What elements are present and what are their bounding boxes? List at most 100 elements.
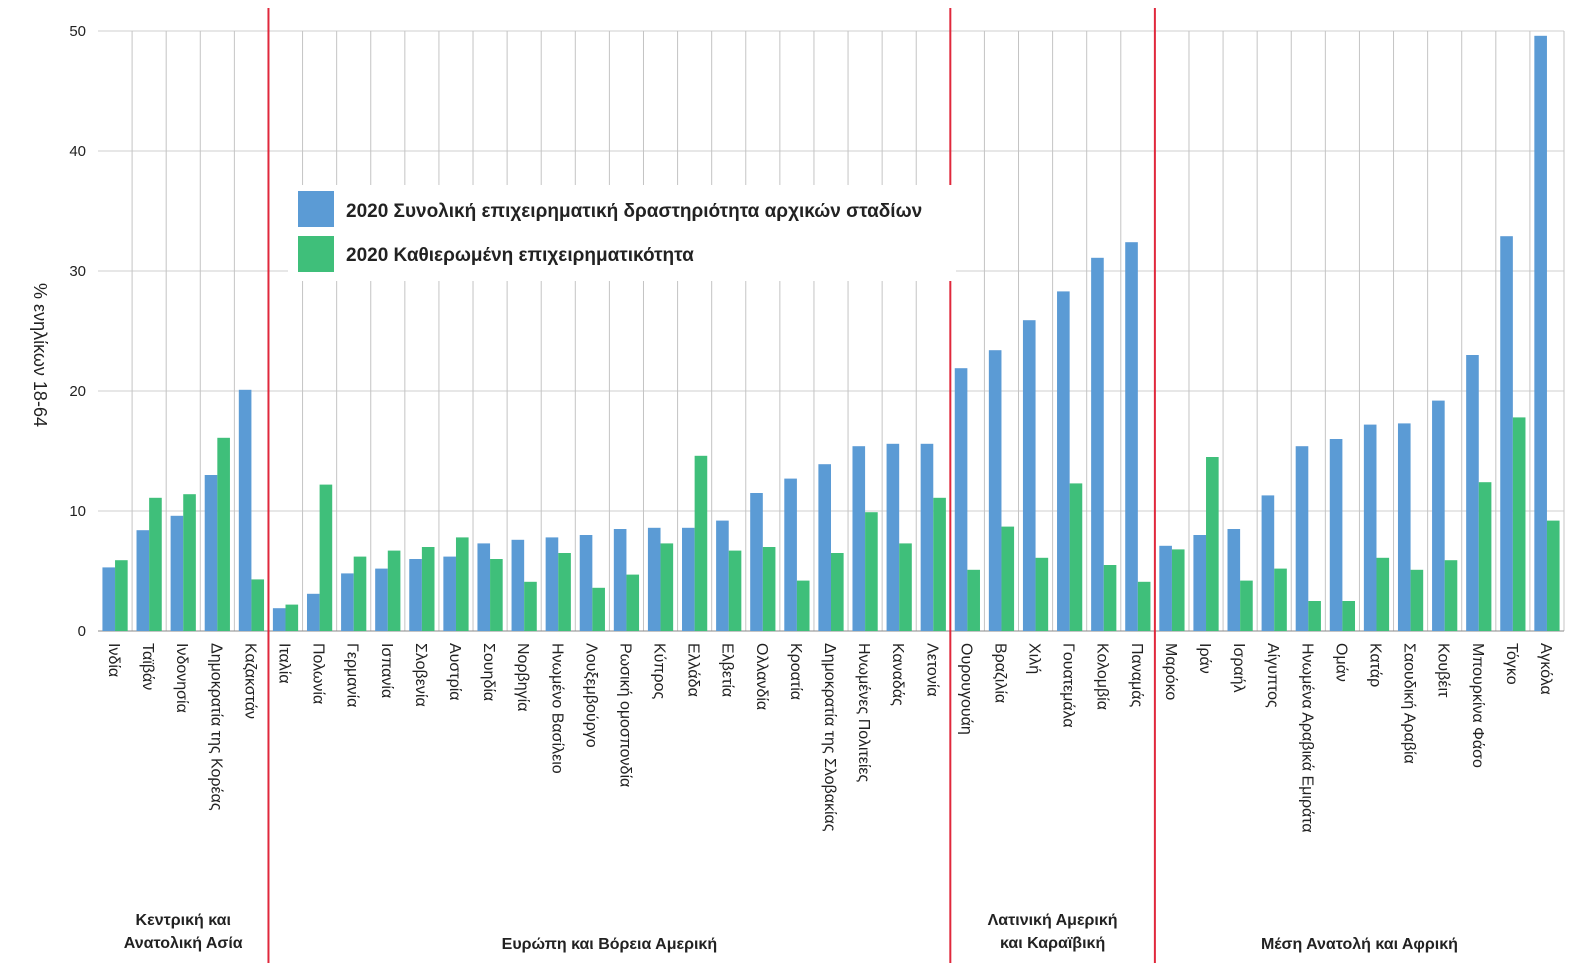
bar-tea <box>1432 400 1445 631</box>
region-label: Ανατολική Ασία <box>124 935 243 952</box>
bar-ebo <box>183 494 196 631</box>
bar-ebo <box>149 497 162 631</box>
bar-tea <box>750 493 763 631</box>
x-tick-label: Νορβηγία <box>514 643 531 711</box>
bar-ebo <box>1069 483 1083 631</box>
x-tick-label: Αίγυπτος <box>1264 643 1281 708</box>
bar-tea <box>204 475 218 631</box>
bar-ebo <box>728 550 742 631</box>
bar-tea <box>272 608 286 631</box>
x-tick-label: Αυστρία <box>446 643 463 701</box>
bar-tea <box>136 530 150 631</box>
x-tick-label: Ιράν <box>1196 643 1213 674</box>
region-label: Κεντρική και <box>136 912 231 929</box>
x-tick-label: Ομάν <box>1332 643 1349 682</box>
bar-tea <box>579 535 593 631</box>
x-tick-label: Παναμάς <box>1128 643 1145 708</box>
bar-ebo <box>319 484 333 631</box>
x-tick-label: Βραζιλία <box>991 643 1008 703</box>
bar-ebo <box>455 537 469 631</box>
x-tick-label: Κύπρος <box>651 643 668 699</box>
bar-tea <box>170 515 184 631</box>
y-tick-label: 20 <box>69 383 86 400</box>
bar-ebo <box>558 553 571 631</box>
bar-tea <box>1227 529 1241 631</box>
legend-background <box>288 185 956 281</box>
bar-ebo <box>1478 482 1492 631</box>
x-tick-label: Πολωνία <box>310 643 327 704</box>
bar-ebo <box>1274 568 1287 631</box>
x-tick-label: Τόγκο <box>1503 643 1520 685</box>
region-labels: Κεντρική και Ανατολική Ασία Ευρώπη και Βόρ… <box>124 912 1458 953</box>
bar-ebo <box>1240 580 1253 631</box>
bar-ebo <box>524 581 537 631</box>
bar-ebo <box>217 437 230 631</box>
bar-tea <box>784 478 797 631</box>
bar-tea <box>1193 535 1207 631</box>
x-tick-label: Ταϊβάν <box>139 643 156 690</box>
legend-label-ebo: 2020 Καθιερωμένη επιχειρηματικότητα <box>346 245 694 266</box>
bar-ebo <box>1342 601 1356 631</box>
bar-tea <box>988 350 1002 631</box>
x-axis: Ινδία Ταϊβάν Ινδονησία Δημοκρατία της Κορέα… <box>105 643 1554 833</box>
x-tick-label: Ρωσική ομοσπονδία <box>616 643 633 787</box>
x-tick-label: Λετονία <box>923 643 940 697</box>
bar-ebo <box>251 579 265 631</box>
x-tick-label: Κουβέιτ <box>1435 643 1452 698</box>
x-tick-label: Σαουδική Αραβία <box>1401 643 1418 764</box>
x-tick-label: Κολομβία <box>1094 643 1111 710</box>
bar-ebo <box>387 550 401 631</box>
bar-tea <box>954 368 968 631</box>
x-tick-label: Καναδάς <box>889 643 906 706</box>
bar-ebo <box>115 560 128 631</box>
bar-ebo <box>967 569 980 631</box>
region-label: Ευρώπη και Βόρεια Αμερική <box>502 936 717 953</box>
bar-tea <box>613 529 627 631</box>
bar-ebo <box>1546 520 1560 631</box>
bar-ebo <box>1206 457 1219 631</box>
region-label: και Καραϊβική <box>1000 935 1105 952</box>
bar-tea <box>102 567 116 631</box>
bar-tea <box>238 389 252 631</box>
region-label: Μέση Ανατολή και Αφρική <box>1261 936 1458 953</box>
x-tick-label: Μαρόκο <box>1162 643 1179 700</box>
bar-tea <box>716 520 729 631</box>
x-tick-label: Δημοκρατία της Κορέας <box>207 643 224 811</box>
bar-tea <box>1397 423 1411 631</box>
x-tick-label: Κατάρ <box>1366 643 1383 687</box>
y-axis: 0 10 20 30 40 50 <box>69 23 86 640</box>
legend-swatch-tea <box>298 191 334 227</box>
bar-tea <box>1057 291 1070 631</box>
bar-tea <box>375 568 388 631</box>
x-tick-label: Ινδονησία <box>173 643 190 713</box>
x-tick-label: Κροατία <box>787 643 804 700</box>
x-tick-label: Ολλανδία <box>753 643 770 710</box>
bar-ebo <box>1035 557 1049 631</box>
bar-ebo <box>762 547 776 631</box>
bar-ebo <box>694 455 708 631</box>
bar-tea <box>1500 236 1513 631</box>
x-tick-label: Μπουρκίνα Φάσο <box>1469 643 1486 768</box>
bar-ebo <box>1137 581 1151 631</box>
x-tick-label: Ιταλία <box>276 643 293 684</box>
x-tick-label: Σουηδία <box>480 643 497 701</box>
bar-tea <box>886 443 900 631</box>
bar-tea <box>1466 355 1479 631</box>
gridlines <box>98 30 1565 632</box>
bar-tea <box>1022 320 1036 631</box>
legend-swatch-ebo <box>298 236 334 272</box>
bar-tea <box>1159 545 1172 631</box>
x-tick-label: Γερμανία <box>344 643 361 707</box>
bar-ebo <box>1103 565 1117 631</box>
bar-ebo <box>1410 569 1424 631</box>
bar-tea <box>1261 495 1275 631</box>
bar-tea <box>682 527 695 631</box>
bar-ebo <box>490 559 503 631</box>
x-tick-label: Χιλή <box>1026 643 1043 674</box>
bar-ebo <box>899 543 912 631</box>
bar-ebo <box>660 543 674 631</box>
x-tick-label: Ηνωμένες Πολιτείες <box>855 643 872 783</box>
region-label: Λατινική Αμερική <box>988 912 1118 929</box>
bar-tea <box>306 593 320 631</box>
